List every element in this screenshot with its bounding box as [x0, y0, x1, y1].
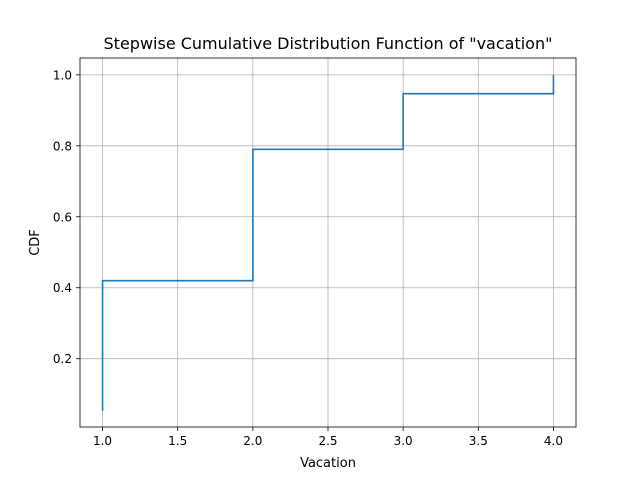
x-tick-label: 1.5: [168, 434, 187, 448]
x-axis-label: Vacation: [300, 456, 356, 471]
x-tick-label: 1.0: [93, 434, 112, 448]
cdf-step-line: [101, 74, 555, 411]
chart-title: Stepwise Cumulative Distribution Functio…: [104, 34, 553, 53]
x-tick-label: 3.0: [394, 434, 413, 448]
y-tick-label: 0.6: [53, 210, 72, 224]
y-tick-label: 0.4: [53, 281, 72, 295]
x-tick-label: 3.5: [469, 434, 488, 448]
y-tick-label: 1.0: [53, 68, 72, 82]
y-tick-label: 0.8: [53, 139, 72, 153]
ticks: 1.0 1.5 2.0 2.5 3.0 3.5 4.0 0.2 0.4 0.6 0.8 1.0: [53, 68, 563, 448]
x-tick-label: 4.0: [544, 434, 563, 448]
y-axis-label: CDF: [28, 229, 43, 256]
y-tick-label: 0.2: [53, 352, 72, 366]
grid: [80, 58, 576, 427]
x-tick-label: 2.0: [243, 434, 262, 448]
x-tick-label: 2.5: [318, 434, 337, 448]
series-layer: [101, 74, 555, 411]
